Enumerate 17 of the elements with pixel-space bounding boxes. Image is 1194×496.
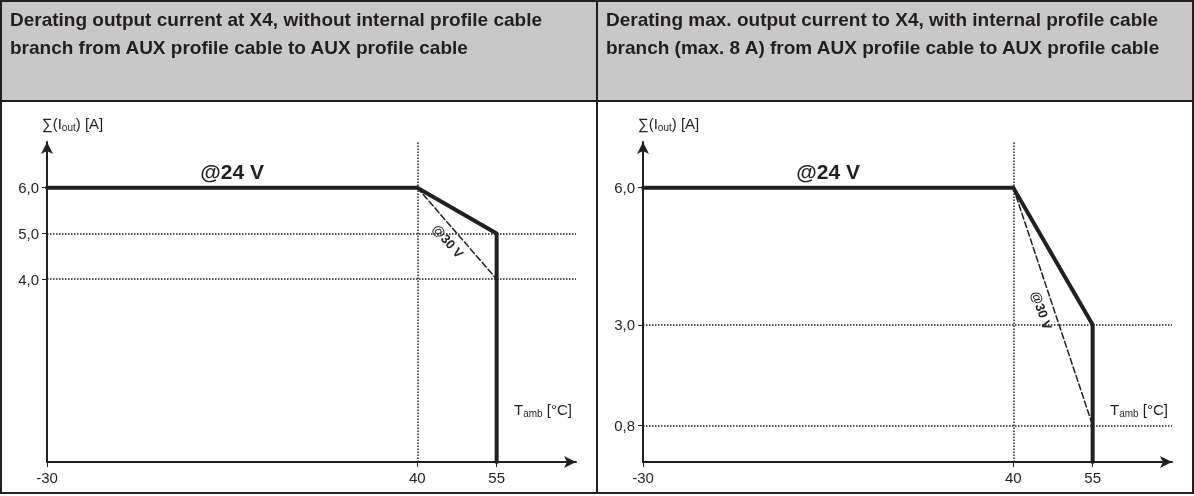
y-tick-label: 5,0 [18,224,39,242]
series-label: @24 V [200,160,264,184]
y-tick-label: 0,8 [614,416,635,434]
y-tick-label: 6,0 [614,179,635,197]
y-tick-label: 4,0 [18,270,39,288]
x-tick-label: -30 [632,469,654,486]
x-tick-label: 55 [488,469,505,486]
chart-title: Derating output current at X4, without internal profile cable branch from AUX profile cable to AUX profile cable [2,2,596,102]
x-tick-label: -30 [36,469,58,486]
x-tick-label: 40 [1004,469,1022,486]
chart-title: Derating max. output current to X4, with internal profile cable branch (max. 8 A) from AUX profile cable to AUX profile cable [598,2,1192,102]
y-tick-label: 3,0 [614,316,635,334]
y-tick-label: 6,0 [18,179,39,197]
x-tick-label: 55 [1084,469,1101,486]
text: @30 V [1028,289,1056,332]
x-tick-label: 40 [408,469,426,486]
series-label: @24 V [796,160,860,184]
